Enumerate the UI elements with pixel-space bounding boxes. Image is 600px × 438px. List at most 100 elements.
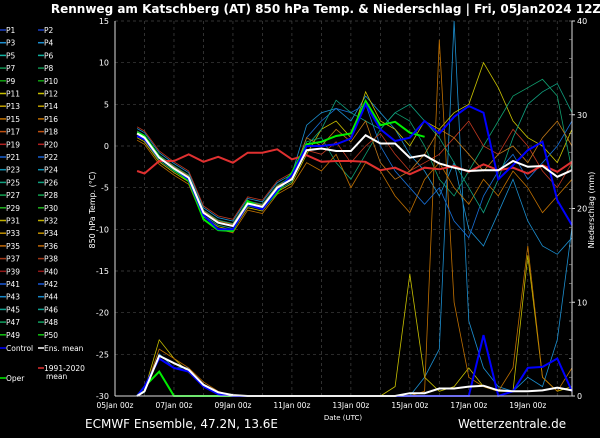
legend-label: P27 [6, 191, 20, 200]
legend-item-p34[interactable]: P34 [38, 229, 58, 238]
legend-item-p14[interactable]: P14 [38, 102, 58, 111]
legend-label: P49 [6, 331, 20, 340]
legend-item-p26[interactable]: P26 [38, 178, 58, 187]
legend-item-p7[interactable]: P7 [0, 64, 16, 73]
legend-item-p42[interactable]: P42 [38, 280, 58, 289]
legend-item-p19[interactable]: P19 [0, 140, 20, 149]
legend-item-p11[interactable]: P11 [0, 90, 20, 99]
legend-item-p4[interactable]: P4 [38, 39, 54, 48]
legend-item-climate-mean[interactable]: 1991-2020 [38, 364, 85, 373]
legend-label: Oper [6, 374, 25, 383]
legend-item-p28[interactable]: P28 [38, 191, 58, 200]
legend-label: P3 [6, 39, 16, 48]
legend-label: Ens. mean [44, 344, 84, 353]
y-tick-label: 15 [99, 17, 109, 26]
legend-item-oper[interactable]: Oper [0, 374, 25, 383]
legend-item-p40[interactable]: P40 [38, 267, 58, 276]
legend-item-p23[interactable]: P23 [0, 166, 20, 175]
legend-item-p15[interactable]: P15 [0, 115, 20, 124]
legend-item-ens-mean[interactable]: Ens. mean [38, 344, 84, 353]
legend-item-p43[interactable]: P43 [0, 293, 20, 302]
legend-item-p18[interactable]: P18 [38, 128, 58, 137]
legend-item-p37[interactable]: P37 [0, 255, 20, 264]
member-temp-line-P26 [136, 78, 573, 224]
x-tick-label: 17Jan 00z [450, 401, 487, 410]
legend-label: P13 [6, 102, 20, 111]
legend-label: P16 [44, 115, 58, 124]
legend-label: P47 [6, 318, 20, 327]
legend-item-p3[interactable]: P3 [0, 39, 16, 48]
legend-item-p38[interactable]: P38 [38, 255, 58, 264]
x-tick-label: 05Jan 00z [97, 401, 134, 410]
legend-item-p44[interactable]: P44 [38, 293, 58, 302]
legend-label: P48 [44, 318, 58, 327]
legend-item-p35[interactable]: P35 [0, 242, 20, 251]
y2-tick-label: 40 [577, 17, 587, 26]
legend-item-p47[interactable]: P47 [0, 318, 20, 327]
legend-label: P12 [44, 90, 58, 99]
legend-label: P14 [44, 102, 58, 111]
legend-item-p6[interactable]: P6 [38, 51, 54, 60]
legend-label: P4 [44, 39, 54, 48]
legend-label: P24 [44, 166, 58, 175]
legend-item-p48[interactable]: P48 [38, 318, 58, 327]
legend-item-p12[interactable]: P12 [38, 90, 58, 99]
legend-item-p22[interactable]: P22 [38, 153, 58, 162]
legend-item-p36[interactable]: P36 [38, 242, 58, 251]
member-temp-line-P3 [136, 95, 573, 255]
legend-item-p9[interactable]: P9 [0, 77, 16, 86]
y-tick-label: -15 [96, 267, 109, 276]
legend-item-p29[interactable]: P29 [0, 204, 20, 213]
legend-label: P11 [6, 90, 20, 99]
legend-item-p49[interactable]: P49 [0, 331, 20, 340]
legend-label: P41 [6, 280, 20, 289]
legend-item-p20[interactable]: P20 [38, 140, 58, 149]
legend-item-control[interactable]: Control [0, 344, 33, 353]
legend-label: P1 [6, 26, 16, 35]
x-tick-label: 15Jan 00z [391, 401, 428, 410]
legend-label: P6 [44, 51, 54, 60]
legend-item-p30[interactable]: P30 [38, 204, 58, 213]
legend-item-p45[interactable]: P45 [0, 305, 20, 314]
x-axis-label: Date (UTC) [324, 414, 363, 422]
legend-label: P31 [6, 217, 20, 226]
legend-item-p41[interactable]: P41 [0, 280, 20, 289]
legend-item-p50[interactable]: P50 [38, 331, 58, 340]
footer-brand[interactable]: Wetterzentrale.de [458, 417, 566, 431]
legend-label: Control [6, 344, 33, 353]
y-tick-label: 0 [104, 142, 109, 151]
legend-item-p33[interactable]: P33 [0, 229, 20, 238]
legend-item-p16[interactable]: P16 [38, 115, 58, 124]
legend-label: P20 [44, 140, 58, 149]
y2-tick-label: 0 [577, 392, 582, 401]
legend-label: P8 [44, 64, 54, 73]
legend-item-p10[interactable]: P10 [38, 77, 58, 86]
legend-item-p27[interactable]: P27 [0, 191, 20, 200]
legend-label: P30 [44, 204, 58, 213]
y-tick-label: -30 [96, 392, 109, 401]
highlight-lines [136, 98, 573, 398]
grid [114, 20, 572, 397]
legend-item-p21[interactable]: P21 [0, 153, 20, 162]
legend-label: P37 [6, 255, 20, 264]
legend-item-p31[interactable]: P31 [0, 217, 20, 226]
legend-item-p32[interactable]: P32 [38, 217, 58, 226]
legend-item-p8[interactable]: P8 [38, 64, 54, 73]
legend-item-p25[interactable]: P25 [0, 178, 20, 187]
footer-source: ECMWF Ensemble, 47.2N, 13.6E [85, 417, 278, 431]
y-tick-label: 10 [99, 59, 109, 68]
y2-tick-label: 20 [577, 205, 587, 214]
legend-item-p46[interactable]: P46 [38, 305, 58, 314]
legend-label: P45 [6, 305, 20, 314]
legend-item-p1[interactable]: P1 [0, 26, 16, 35]
legend-label: P19 [6, 140, 20, 149]
legend-item-p5[interactable]: P5 [0, 51, 16, 60]
legend-item-p39[interactable]: P39 [0, 267, 20, 276]
legend-item-p13[interactable]: P13 [0, 102, 20, 111]
legend-label: P17 [6, 128, 20, 137]
legend-item-p24[interactable]: P24 [38, 166, 58, 175]
legend-item-p2[interactable]: P2 [38, 26, 54, 35]
y-tick-label: -25 [96, 350, 109, 359]
legend-item-p17[interactable]: P17 [0, 128, 20, 137]
